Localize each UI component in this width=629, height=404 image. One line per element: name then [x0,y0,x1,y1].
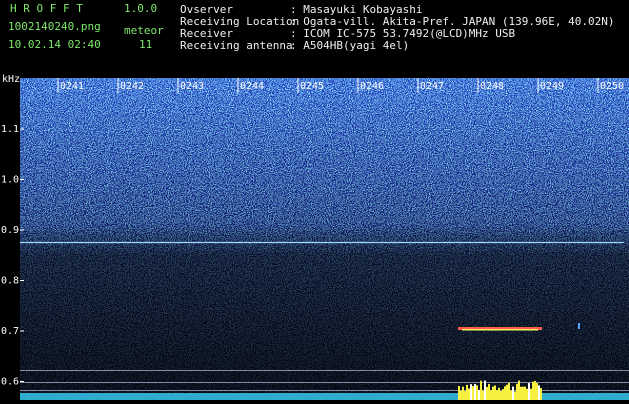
burst-column [532,381,534,400]
burst-column [496,390,498,400]
burst-column [474,383,476,400]
burst-column [458,386,460,400]
info-value: : ICOM IC-575 53.7492(@LCD)MHz USB [290,27,516,40]
burst-column [468,388,470,400]
burst-column [510,390,512,400]
mode: meteor [124,24,164,37]
burst-column [516,383,518,400]
noise-floor [20,393,629,400]
time-label: 0248 [480,81,504,92]
burst-column [508,382,510,400]
burst-column [460,390,462,400]
time-label: 0241 [60,81,84,92]
burst-column [476,385,478,400]
burst-column [466,384,468,400]
burst-column [540,388,542,400]
freq-label: 0.9 [1,225,19,236]
time-label: 0244 [240,81,264,92]
freq-label: 0.8 [1,276,19,287]
burst-column [512,386,514,400]
info-value: : Masayuki Kobayashi [290,3,422,16]
spectrogram [20,78,629,400]
burst-column [464,391,466,400]
freq-label: 0.7 [1,326,19,337]
burst-column [478,389,480,400]
burst-column [502,389,504,400]
burst-column [526,388,528,400]
axes: kHz 1.1 1.0 0.9 0.8 0.7 0.6 0241 0242 0243 0244 02… [1,74,624,388]
burst-column [470,384,472,400]
burst-column [462,386,464,400]
burst-column [530,388,532,400]
time-label: 0250 [600,81,624,92]
burst-column [498,387,500,400]
burst-column [528,383,530,400]
burst-column [538,385,540,400]
freq-label: 1.1 [1,124,19,135]
info-label: Ovserver [180,3,233,16]
freq-label: 1.0 [1,175,19,186]
burst-column [536,383,538,400]
burst-column [506,384,508,400]
burst-column [488,383,490,400]
info-value: : A504HB(yagi 4el) [290,39,409,52]
burst-column [486,386,488,400]
app-name: H R O F F T [10,2,83,15]
burst-column [524,386,526,400]
burst-column [500,391,502,400]
meteor-burst [458,380,542,400]
freq-unit: kHz [2,74,20,85]
burst-column [518,380,520,400]
burst-column [504,386,506,400]
time-label: 0249 [540,81,564,92]
burst-column [484,380,486,400]
time-label: 0245 [300,81,324,92]
echo-dot [578,323,580,329]
count: 11 [139,38,152,51]
version: 1.0.0 [124,2,157,15]
timestamp: 10.02.14 02:40 [8,38,101,51]
info-label: Receiving antenna [180,39,293,52]
burst-column [490,389,492,400]
file-name: 1002140240.png [8,20,101,33]
info-label: Receiving Location [180,15,299,28]
noise-fade [20,78,629,400]
burst-column [482,390,484,400]
info-value: : Ogata-vill. Akita-Pref. JAPAN (139.96E… [290,15,615,28]
time-label: 0243 [180,81,204,92]
time-label: 0247 [420,81,444,92]
burst-column [492,386,494,400]
burst-column [480,380,482,400]
burst-column [514,391,516,400]
burst-column [534,380,536,400]
burst-column [520,386,522,400]
meteor-echo [458,327,542,330]
info-label: Receiver [180,27,233,40]
time-label: 0246 [360,81,384,92]
burst-column [522,386,524,400]
freq-label: 0.6 [1,377,19,388]
burst-column [494,385,496,400]
meteor-echo-core [462,329,538,331]
time-label: 0242 [120,81,144,92]
burst-column [472,386,474,400]
